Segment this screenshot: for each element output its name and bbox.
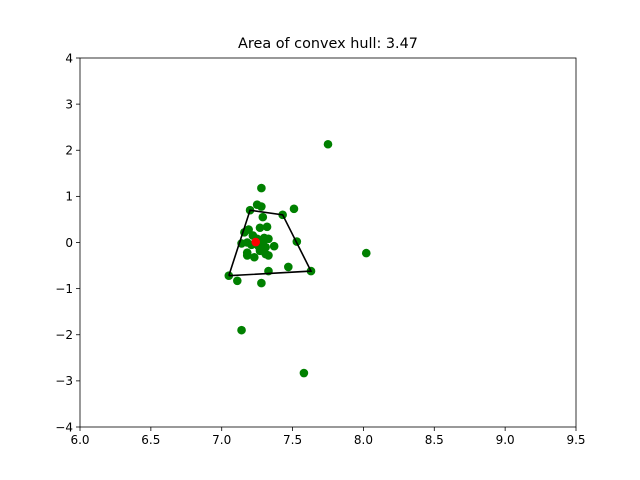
- x-tick-label: 9.0: [496, 433, 515, 447]
- scatter-point: [233, 276, 242, 286]
- x-tick-label: 9.5: [566, 433, 585, 447]
- scatter-point: [242, 251, 252, 260]
- scatter-point: [258, 212, 268, 222]
- scatter-point: [250, 252, 259, 262]
- scatter-point: [257, 202, 266, 211]
- centroid-point: [251, 237, 261, 247]
- chart-title: Area of convex hull: 3.47: [238, 36, 418, 52]
- scatter-point: [224, 271, 234, 281]
- axes-frame: [79, 57, 577, 428]
- scatter-point: [257, 183, 266, 193]
- y-tick-label: −1: [55, 282, 73, 296]
- scatter-point: [255, 223, 265, 233]
- convex-hull-line: [228, 209, 313, 277]
- y-tick-label: −4: [55, 420, 73, 434]
- scatter-point: [323, 139, 333, 149]
- x-tick-label: 8.5: [425, 433, 444, 447]
- scatter-point: [299, 368, 309, 378]
- y-tick-label: 4: [65, 51, 73, 65]
- y-tick-label: −3: [55, 374, 73, 388]
- scatter-point: [289, 204, 299, 214]
- scatter-point: [264, 234, 273, 244]
- y-tick-label: −2: [55, 328, 73, 342]
- x-tick-label: 7.0: [212, 433, 231, 447]
- y-tick-label: 1: [65, 190, 73, 204]
- axes-background: [80, 58, 576, 427]
- scatter-point: [237, 325, 246, 335]
- plot-area: [80, 58, 576, 427]
- scatter-point: [257, 278, 266, 288]
- x-tick-label: 7.5: [283, 433, 302, 447]
- axes: 6.0 6.5 7.0 7.5 8.0 8.5 9.0 9.5 4 3 2 1 0 −1 −2 −3 −4: [55, 51, 585, 447]
- x-tick-label: 8.0: [354, 433, 373, 447]
- scatter-point: [269, 241, 279, 251]
- x-tick-label: 6.5: [141, 433, 160, 447]
- y-tick-label: 0: [65, 236, 73, 250]
- scatter-point: [361, 248, 371, 258]
- scatter-point: [264, 251, 273, 260]
- scatter-point: [262, 222, 272, 232]
- y-tick-label: 2: [65, 144, 73, 158]
- scatter-point: [284, 262, 293, 272]
- x-tick-label: 6.0: [70, 433, 89, 447]
- y-tick-label: 3: [65, 97, 73, 111]
